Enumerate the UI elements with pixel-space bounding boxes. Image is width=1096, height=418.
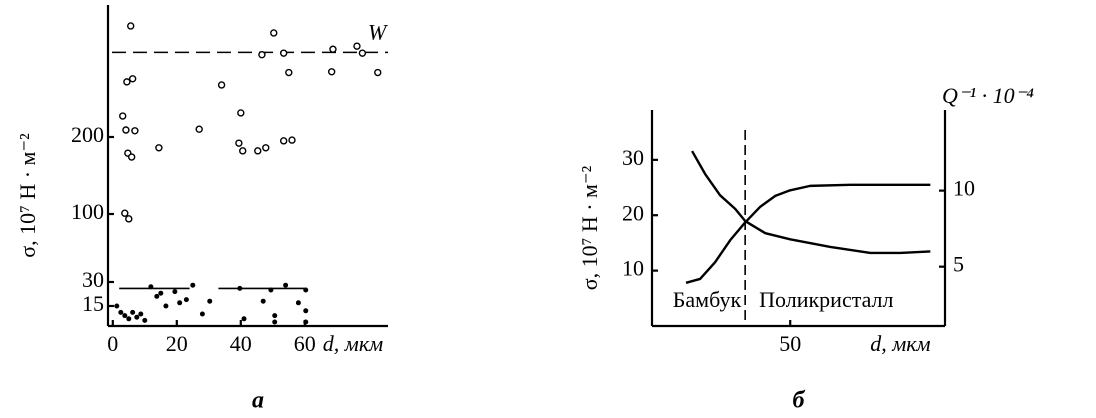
open-point — [119, 112, 127, 120]
filled-point — [177, 300, 183, 306]
open-point — [125, 215, 133, 223]
filled-point — [118, 309, 124, 315]
filled-point — [172, 289, 178, 295]
filled-point — [142, 317, 148, 323]
filled-point — [130, 309, 136, 315]
open-point — [327, 68, 336, 76]
x-tick-label: 60 — [294, 331, 316, 356]
open-point — [217, 81, 226, 89]
open-point — [279, 49, 288, 57]
open-point — [127, 22, 135, 30]
open-point — [285, 68, 293, 77]
filled-point — [199, 311, 205, 317]
curve — [691, 150, 931, 255]
open-point — [239, 147, 247, 155]
open-point — [128, 75, 137, 83]
reference-label: W — [368, 19, 388, 44]
y2-tick-label: 10 — [953, 176, 975, 201]
y-tick-label: 200 — [71, 122, 104, 147]
open-point — [254, 147, 262, 155]
filled-point — [272, 319, 278, 325]
filled-point — [158, 290, 164, 296]
filled-point — [163, 303, 169, 309]
x-tick-label: 50 — [779, 331, 801, 356]
open-point — [288, 136, 296, 144]
x-tick-label: 20 — [166, 331, 188, 356]
open-point — [374, 68, 382, 77]
open-point — [353, 42, 361, 50]
filled-point — [303, 308, 309, 314]
y-tick-label: 15 — [82, 291, 104, 316]
open-point — [262, 144, 270, 152]
y2-tick-label: 5 — [953, 252, 964, 277]
open-point — [195, 125, 203, 133]
y-tick-label: 30 — [622, 145, 644, 170]
filled-point — [241, 316, 247, 322]
open-point — [279, 137, 288, 145]
annotation: Бамбук — [673, 287, 742, 312]
filled-point — [207, 298, 213, 304]
annotation: Поликристалл — [759, 287, 893, 312]
filled-point — [183, 297, 189, 303]
open-point — [258, 50, 266, 59]
filled-point — [138, 311, 144, 317]
filled-point — [295, 300, 301, 306]
open-point — [235, 139, 243, 147]
open-point — [121, 209, 129, 217]
y-tick-label: 100 — [71, 199, 104, 224]
x-tick-label: 40 — [230, 331, 252, 356]
open-point — [358, 49, 367, 57]
y-tick-label: 30 — [82, 267, 104, 292]
open-point — [270, 29, 278, 37]
x-axis-label: d, мкм — [870, 331, 930, 356]
open-point — [237, 109, 245, 117]
filled-point — [126, 316, 132, 322]
filled-point — [134, 314, 140, 320]
open-point — [131, 127, 139, 135]
open-point — [127, 153, 136, 161]
y-axis-label: σ, 10⁷ H · м⁻² — [577, 165, 602, 290]
caption: б — [793, 388, 806, 414]
filled-point — [303, 319, 309, 325]
open-point — [122, 126, 130, 134]
filled-point — [154, 293, 160, 299]
filled-point — [268, 287, 274, 293]
filled-point — [114, 303, 120, 309]
open-point — [329, 45, 337, 53]
y2-axis-label: Q⁻¹ · 10⁻⁴ — [942, 83, 1034, 108]
open-point — [155, 144, 163, 152]
y-axis-label: σ, 10⁷ H · м⁻² — [15, 133, 40, 258]
filled-point — [148, 284, 154, 290]
filled-point — [237, 285, 243, 291]
filled-point — [190, 282, 196, 288]
filled-point — [260, 298, 266, 304]
y-tick-label: 10 — [622, 256, 644, 281]
curve — [685, 183, 931, 284]
y-tick-label: 20 — [622, 200, 644, 225]
filled-point — [122, 313, 128, 319]
x-tick-label: 0 — [107, 331, 118, 356]
filled-point — [272, 313, 278, 319]
open-point — [123, 78, 131, 86]
x-axis-label: d, мкм — [323, 331, 383, 356]
caption: а — [252, 388, 264, 414]
filled-point — [283, 282, 289, 288]
filled-point — [303, 287, 309, 293]
